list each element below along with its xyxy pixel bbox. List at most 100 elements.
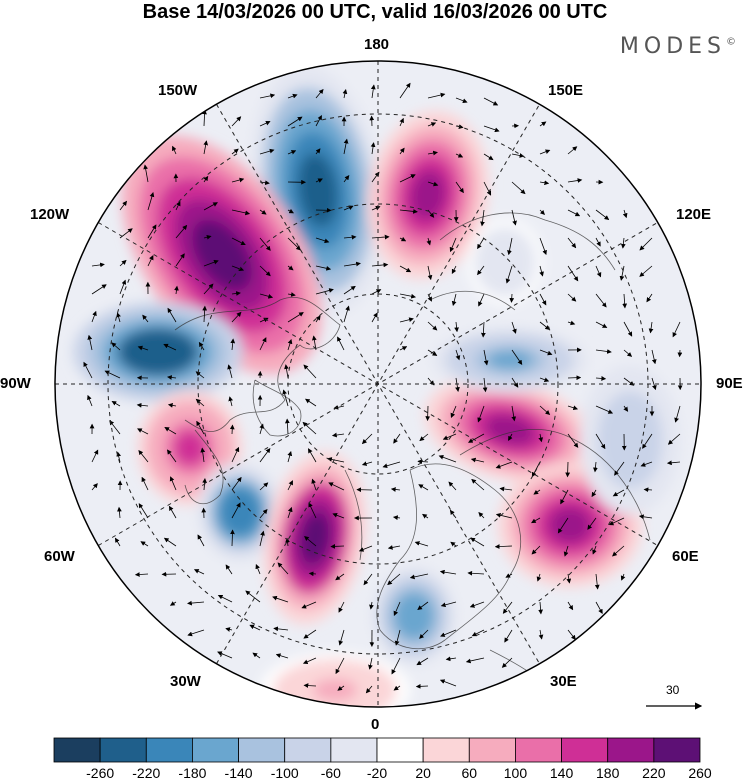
reference-vector-label: 30 — [666, 683, 680, 697]
wind-vector — [623, 321, 633, 337]
map-title: Base 14/03/2026 00 UTC, valid 16/03/2026… — [142, 1, 608, 23]
wind-vector — [477, 265, 485, 276]
wind-vector — [315, 178, 323, 183]
wind-vector — [370, 142, 376, 155]
wind-vector — [273, 626, 289, 632]
wind-vector — [399, 147, 405, 155]
wind-vector — [419, 629, 429, 639]
wind-vector — [595, 349, 612, 354]
wind-vector — [567, 320, 576, 326]
wind-vector — [450, 541, 457, 547]
wind-vector — [391, 657, 401, 675]
wind-vector — [337, 336, 345, 351]
wind-vector — [259, 508, 268, 519]
wind-vector — [308, 448, 317, 463]
wind-vector — [361, 433, 373, 445]
wind-vector — [595, 321, 608, 328]
wind-vector — [591, 489, 597, 498]
wind-vector — [620, 573, 626, 581]
wind-vector — [538, 601, 544, 615]
wind-vector — [371, 289, 382, 295]
colorbar-swatch — [284, 737, 332, 763]
colorbar-tick-label: -220 — [132, 765, 161, 781]
wind-vector — [343, 138, 349, 155]
wind-vector — [287, 450, 293, 463]
wind-vector — [231, 116, 242, 127]
wind-vector — [567, 265, 579, 282]
anomaly-atlantic-low — [197, 462, 283, 562]
wind-vector — [104, 370, 121, 379]
wind-vector — [539, 321, 550, 330]
wind-vector — [560, 489, 569, 505]
lon-label-120e: 120E — [676, 206, 712, 223]
wind-vector — [343, 175, 350, 183]
wind-vector — [141, 476, 149, 491]
wind-vector — [195, 371, 205, 379]
wind-vector — [277, 562, 289, 575]
wind-vector — [639, 237, 653, 251]
wind-vector — [595, 601, 603, 615]
colorbar-swatch — [145, 737, 193, 763]
wind-vector — [483, 153, 494, 161]
wind-vector — [504, 629, 513, 643]
brand-text: MODES — [619, 34, 726, 59]
wind-vector — [119, 259, 127, 267]
wind-vector — [539, 293, 547, 306]
wind-vector — [114, 537, 121, 547]
wind-vector — [539, 149, 551, 155]
wind-vector — [508, 433, 513, 441]
wind-vector — [303, 683, 317, 688]
wind-vector — [245, 590, 261, 603]
wind-vector — [187, 600, 205, 606]
wind-vector — [451, 265, 457, 274]
wind-vector — [567, 237, 577, 249]
wind-vector — [203, 234, 212, 240]
wind-vector — [595, 405, 614, 414]
wind-vector — [311, 478, 317, 491]
wind-vector — [511, 405, 517, 422]
wind-vector — [342, 88, 348, 99]
wind-vector — [203, 202, 218, 211]
wind-vector — [382, 461, 401, 469]
colorbar-tick-label: -140 — [224, 765, 253, 781]
wind-vector — [612, 545, 625, 557]
wind-vector — [361, 461, 373, 466]
wind-vector — [331, 432, 345, 438]
wind-vector — [399, 236, 407, 242]
wind-vector — [399, 293, 417, 299]
wind-vector — [91, 310, 97, 323]
wind-vector — [539, 180, 550, 186]
lon-label-150w: 150W — [158, 82, 198, 99]
wind-vector — [231, 311, 242, 323]
wind-vector — [343, 234, 357, 240]
wind-vector — [419, 433, 429, 442]
wind-vector — [451, 293, 457, 307]
wind-vector — [111, 401, 121, 407]
wind-vector — [231, 502, 241, 519]
wind-vector — [231, 291, 241, 296]
wind-vector — [620, 237, 626, 249]
lon-label-120w: 120W — [30, 206, 70, 223]
colorbar — [53, 737, 701, 763]
wind-vector — [117, 506, 122, 519]
wind-vector — [287, 506, 293, 519]
wind-vector — [440, 601, 457, 608]
wind-vector — [539, 237, 547, 256]
colorbar-swatch — [99, 737, 147, 763]
wind-vector — [202, 305, 208, 323]
colorbar-tick-label: -60 — [320, 765, 341, 781]
wind-vector — [343, 205, 354, 211]
wind-vector — [648, 321, 654, 334]
wind-vector — [672, 321, 681, 338]
wind-vector — [305, 398, 317, 407]
wind-vector — [468, 433, 485, 443]
wind-vectors — [83, 82, 683, 694]
wind-vector — [231, 148, 239, 155]
wind-vector — [140, 541, 149, 547]
wind-vector — [455, 153, 464, 158]
wind-vector — [393, 685, 401, 691]
wind-vector — [499, 486, 513, 492]
wind-vector — [227, 364, 233, 379]
wind-vector — [287, 338, 293, 351]
wind-vector — [511, 153, 525, 158]
